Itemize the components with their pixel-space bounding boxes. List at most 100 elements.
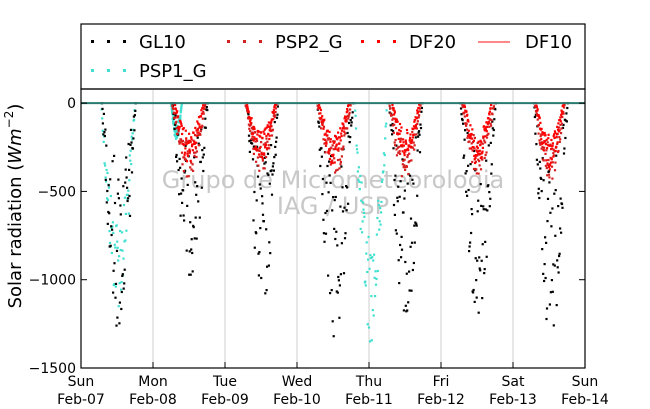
data-point <box>488 125 491 128</box>
data-point <box>537 132 540 135</box>
data-point <box>272 111 275 114</box>
data-point <box>399 152 402 155</box>
data-point <box>413 144 416 147</box>
data-point <box>180 124 183 128</box>
data-point <box>403 154 406 157</box>
data-point <box>357 178 360 181</box>
data-point <box>389 124 392 127</box>
data-point <box>196 131 199 134</box>
data-point <box>551 147 554 150</box>
data-point <box>107 184 110 187</box>
data-point <box>489 107 492 110</box>
data-point <box>535 112 538 115</box>
data-point <box>119 248 122 252</box>
data-point <box>333 227 336 230</box>
data-point <box>248 150 251 153</box>
data-point <box>184 158 187 161</box>
data-point <box>339 160 342 164</box>
x-tick-label-date: Feb-11 <box>345 392 393 408</box>
data-point <box>461 106 464 109</box>
data-point <box>252 145 255 148</box>
data-point <box>394 144 397 147</box>
data-point <box>122 204 126 207</box>
data-point <box>178 140 181 143</box>
data-point <box>538 160 541 163</box>
data-point <box>321 193 324 196</box>
data-point <box>551 142 554 145</box>
data-point <box>334 145 337 149</box>
data-point <box>331 159 334 162</box>
data-point <box>332 148 335 151</box>
data-point <box>409 133 412 136</box>
data-point <box>196 129 199 132</box>
data-point <box>175 153 178 157</box>
data-point <box>412 182 415 185</box>
data-point <box>468 147 471 150</box>
data-point <box>393 178 396 182</box>
data-point <box>487 144 490 147</box>
data-point <box>392 203 396 207</box>
data-point <box>193 142 196 145</box>
data-point <box>201 124 204 127</box>
data-point <box>259 155 262 158</box>
data-point <box>392 147 395 150</box>
data-point <box>404 168 407 171</box>
data-point <box>479 168 483 171</box>
data-point <box>409 137 412 140</box>
data-point <box>402 138 405 141</box>
data-point <box>246 108 249 111</box>
data-point <box>246 103 249 106</box>
data-point <box>192 226 195 229</box>
data-point <box>382 170 385 173</box>
data-point <box>339 163 342 166</box>
data-point <box>377 204 380 207</box>
data-point <box>189 221 192 224</box>
data-point <box>488 113 491 116</box>
data-point <box>185 249 188 252</box>
data-point <box>395 118 398 121</box>
data-point <box>402 159 405 162</box>
data-point <box>470 231 473 235</box>
data-point <box>392 131 395 134</box>
data-point <box>550 158 553 161</box>
data-point <box>463 138 466 141</box>
data-point <box>120 231 124 234</box>
data-point <box>478 153 481 156</box>
data-point <box>543 263 546 266</box>
data-point <box>476 150 479 153</box>
x-axis: Sun Feb-07 Mon Feb-08 Tue Feb-09 Wed Feb-10 Thu F… <box>57 362 609 408</box>
data-point <box>483 156 486 160</box>
data-point <box>379 223 382 226</box>
data-point <box>338 142 341 145</box>
data-point <box>265 134 268 138</box>
data-point <box>332 196 335 199</box>
data-point <box>466 113 469 116</box>
data-point <box>545 307 549 310</box>
data-point <box>535 158 538 161</box>
data-point <box>269 129 272 132</box>
data-point <box>559 120 562 123</box>
data-point <box>363 215 366 218</box>
data-point <box>195 155 198 159</box>
data-point <box>561 206 564 209</box>
data-point <box>174 135 177 138</box>
data-point <box>263 167 266 170</box>
data-point <box>559 227 562 230</box>
x-tick-label-day: Wed <box>282 374 313 390</box>
data-point <box>459 107 463 110</box>
x-tick-label-day: Fri <box>433 374 450 390</box>
data-point <box>203 146 206 149</box>
data-point <box>259 135 262 138</box>
data-point <box>556 141 559 144</box>
legend: GL10 PSP2_G DF20 DF10 PSP1_G <box>91 32 572 82</box>
data-point <box>322 232 325 235</box>
data-point <box>274 114 277 117</box>
data-point <box>483 268 486 271</box>
legend-dot-marker <box>91 69 94 72</box>
data-point <box>541 145 544 148</box>
data-point <box>552 152 555 155</box>
data-point <box>460 113 463 116</box>
data-point <box>418 103 421 106</box>
series-gl10 <box>100 102 569 338</box>
legend-label: DF10 <box>525 32 572 53</box>
